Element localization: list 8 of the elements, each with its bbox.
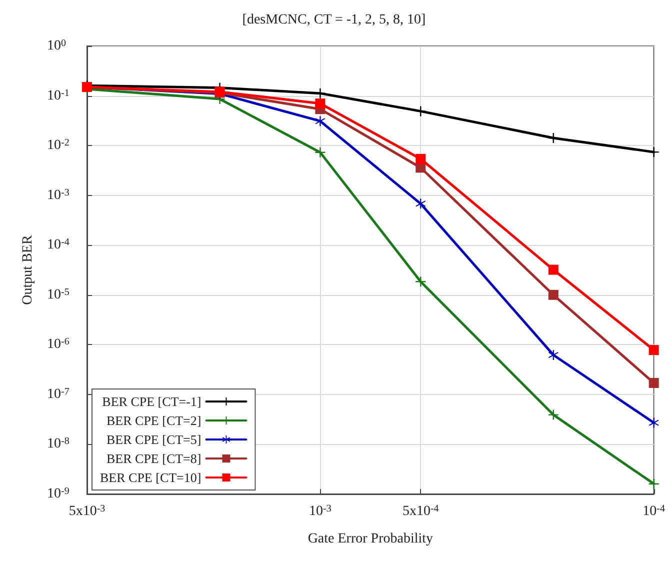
legend-label: BER CPE [CT=5] xyxy=(106,432,202,447)
legend-label: BER CPE [CT=2] xyxy=(106,413,202,428)
legend-label: BER CPE [CT=10] xyxy=(100,470,202,485)
legend-label: BER CPE [CT=-1] xyxy=(102,394,202,409)
chart-title: [desMCNC, CT = -1, 2, 5, 8, 10] xyxy=(242,12,426,28)
x-axis-title: Gate Error Probability xyxy=(308,532,434,546)
legend-label: BER CPE [CT=8] xyxy=(106,451,202,466)
y-axis-title: Output BER xyxy=(20,234,36,305)
